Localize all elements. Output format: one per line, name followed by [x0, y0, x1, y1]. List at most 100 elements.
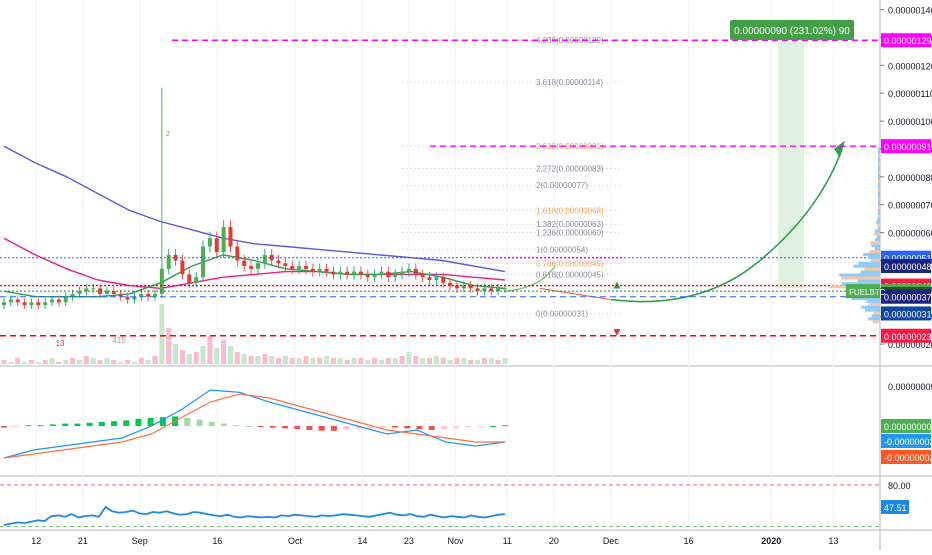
time-tick-label: 20	[549, 536, 559, 546]
volume-bar	[351, 358, 357, 364]
candle-body	[262, 254, 267, 264]
volume-bar	[372, 358, 378, 364]
volume-bar	[207, 336, 213, 364]
volume-bar	[125, 360, 131, 364]
macd-histogram-bar	[392, 426, 399, 428]
volume-profile-bar	[878, 182, 880, 186]
time-tick-label: 2020	[761, 536, 781, 546]
up-arrow-icon: ▲	[611, 278, 623, 292]
volume-bar	[475, 360, 481, 364]
macd-histogram-bar	[13, 426, 20, 427]
candle-body	[427, 277, 432, 280]
candle-body	[331, 271, 336, 275]
horizontal-levels	[0, 39, 880, 337]
volume-bar	[111, 360, 117, 364]
volume-profile-bar	[878, 200, 880, 204]
volume-bar	[317, 358, 323, 364]
candle-body	[441, 277, 446, 283]
volume-bar	[186, 354, 192, 364]
candle-body	[132, 296, 137, 300]
price-axis[interactable]: 0.000001400.000001300.000001200.00000110…	[880, 6, 932, 514]
volume-bar	[406, 352, 412, 364]
volume-profile-bar	[878, 150, 880, 154]
candle-body	[406, 268, 411, 272]
volume-profile-bar	[877, 223, 880, 227]
volume-profile-bar	[841, 276, 880, 280]
candle-body	[413, 268, 418, 275]
candle-body	[475, 288, 480, 292]
volume-profile-bar	[853, 264, 880, 268]
price-candles[interactable]	[2, 87, 507, 310]
macd-histogram-bar	[257, 426, 264, 427]
fib-level-label: 4.236(0.00000129)	[536, 36, 604, 45]
fib-level-label: 2.618(0.00000091)	[536, 142, 604, 151]
macd-histogram-bar	[294, 426, 301, 430]
volume-profile-bar	[878, 176, 880, 180]
price-tick-label: 0.00000080	[888, 173, 932, 183]
candle-body	[146, 293, 151, 297]
bar-count-label: 2	[166, 131, 170, 138]
volume-bar	[282, 356, 288, 364]
candle-body	[249, 266, 254, 269]
fib-level-label: 0.786(0.00000049)	[536, 259, 604, 268]
macd-histogram-bar	[343, 426, 350, 430]
macd-histogram-bar	[123, 420, 130, 426]
fib-level-label: 1(0.00000054)	[536, 245, 588, 254]
annotations: FUELBTC 0.00000090 (231.02%) 90 13 415 2	[56, 20, 886, 348]
candle-body	[448, 282, 453, 286]
rsi-line	[3, 505, 506, 526]
volume-bar	[461, 358, 467, 364]
volume-bar	[330, 358, 336, 364]
volume-bar	[310, 358, 316, 364]
volume-bar	[255, 356, 261, 364]
volume-profile-bar	[878, 147, 880, 151]
candle-body	[434, 277, 439, 280]
volume-bar	[344, 360, 350, 364]
macd-tick-label: 0.00000005	[888, 382, 932, 392]
time-tick-label: Dec	[603, 536, 620, 546]
volume-bar	[392, 358, 398, 364]
time-axis[interactable]: 12 21 Sep 16 Oct 14 23 Nov 11 20 Dec 16 2020 13	[31, 536, 838, 546]
macd-histogram-bar	[37, 425, 44, 427]
volume-bar	[378, 360, 384, 364]
macd-histogram-bar	[440, 426, 447, 430]
candle-body	[283, 263, 288, 267]
price-badge	[881, 328, 931, 343]
volume-profile-bar	[878, 203, 880, 207]
macd-badge-label: -0.00000002	[884, 453, 932, 463]
volume-bar	[276, 358, 282, 364]
volume-profile-bar	[851, 296, 880, 300]
volume-bar	[35, 362, 41, 364]
projection-curve	[610, 148, 843, 303]
candle-body	[118, 293, 123, 297]
volume-bar	[365, 360, 371, 364]
macd-histogram-bar	[135, 418, 142, 426]
candle-body	[393, 274, 398, 278]
volume-bar	[56, 362, 62, 364]
price-badge	[881, 289, 931, 304]
candle-body	[482, 288, 487, 292]
candle-body	[352, 271, 357, 275]
candle-body	[15, 299, 20, 303]
macd-histogram-bar	[269, 426, 276, 428]
time-tick-label: 14	[357, 536, 367, 546]
candle-body	[2, 302, 6, 306]
fib-level-label: 0.618(0.00000045)	[536, 270, 604, 279]
volume-bar	[152, 356, 158, 364]
volume-bar	[200, 346, 206, 364]
price-tick-label: 0.00000070	[888, 201, 932, 211]
volume-bar	[70, 358, 76, 364]
candle-body	[152, 293, 157, 297]
volume-profile-bar	[873, 311, 880, 315]
volume-profile-bar	[839, 273, 880, 277]
price-tick-label: 0.00000020	[888, 340, 932, 350]
volume-profile-bar	[858, 261, 880, 265]
candle-body	[207, 238, 212, 247]
volume-bar	[481, 358, 487, 364]
volume-profile-bar	[868, 255, 880, 259]
candle-body	[400, 271, 405, 275]
candle-body	[386, 271, 391, 278]
